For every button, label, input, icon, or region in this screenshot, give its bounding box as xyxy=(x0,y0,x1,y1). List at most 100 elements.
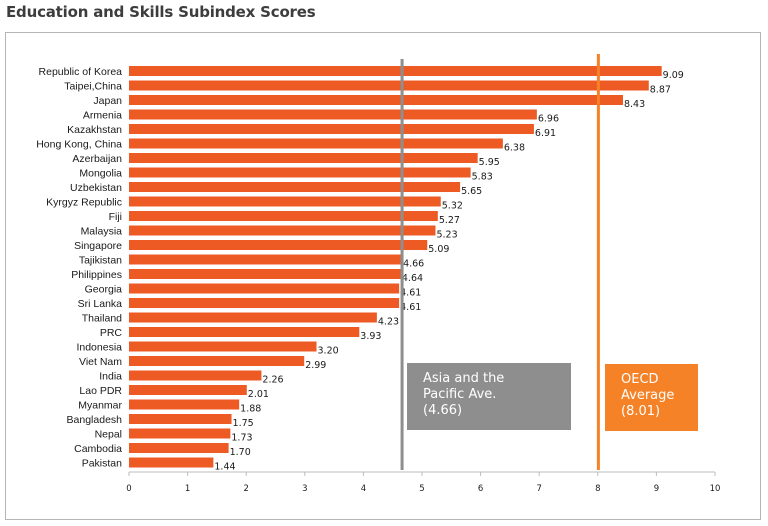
value-label: 2.01 xyxy=(248,389,269,400)
bar xyxy=(129,327,360,337)
bar xyxy=(129,428,231,439)
category-label: Uzbekistan xyxy=(70,182,122,194)
value-label: 4.61 xyxy=(400,302,421,313)
bar xyxy=(129,457,214,468)
bar xyxy=(129,443,229,453)
category-label: PRC xyxy=(100,327,123,339)
value-label: 6.91 xyxy=(535,128,556,139)
category-label: Singapore xyxy=(74,240,122,252)
value-label: 4.64 xyxy=(402,273,423,284)
x-tick-label: 9 xyxy=(654,484,659,494)
category-label: Hong Kong, China xyxy=(36,139,122,151)
value-label: 4.61 xyxy=(400,288,421,299)
oecd-average-label: OECD xyxy=(621,372,659,387)
value-label: 5.83 xyxy=(472,172,493,183)
value-label: 1.73 xyxy=(231,433,252,444)
value-label: 9.09 xyxy=(663,70,684,81)
category-label: Bangladesh xyxy=(67,414,123,426)
oecd-average-box xyxy=(605,364,698,431)
category-label: Indonesia xyxy=(76,342,122,354)
bar xyxy=(129,153,478,163)
value-label: 3.20 xyxy=(318,346,339,357)
asia-average-label: (4.66) xyxy=(423,403,462,418)
category-label: Thailand xyxy=(82,313,122,325)
chart-frame xyxy=(5,32,761,520)
bar xyxy=(129,124,534,134)
x-tick-label: 3 xyxy=(302,484,307,494)
value-label: 1.75 xyxy=(233,418,254,429)
bar xyxy=(129,399,240,410)
value-label: 1.44 xyxy=(214,462,235,473)
x-tick-label: 1 xyxy=(185,484,190,494)
bar xyxy=(129,196,441,207)
category-label: Tajikistan xyxy=(79,255,122,267)
bar xyxy=(129,341,317,352)
asia-average-box xyxy=(407,363,571,430)
page-title: Education and Skills Subindex Scores xyxy=(6,3,316,21)
value-label: 1.70 xyxy=(230,447,251,458)
category-label: Japan xyxy=(93,95,122,107)
bar xyxy=(129,167,471,178)
category-label: Kyrgyz Republic xyxy=(46,197,122,209)
value-label: 1.88 xyxy=(240,404,261,415)
value-label: 6.38 xyxy=(504,143,525,154)
x-tick-label: 0 xyxy=(126,484,131,494)
bar xyxy=(129,298,400,308)
asia-average-label: Pacific Ave. xyxy=(423,387,496,402)
category-label: Lao PDR xyxy=(79,385,122,397)
x-tick-label: 5 xyxy=(419,484,424,494)
bar xyxy=(129,182,461,192)
value-label: 2.99 xyxy=(305,360,326,371)
x-tick-label: 10 xyxy=(710,484,721,494)
bar xyxy=(129,225,436,236)
bar xyxy=(129,269,401,279)
category-label: Pakistan xyxy=(82,458,122,470)
value-label: 5.23 xyxy=(436,230,457,241)
bar xyxy=(129,138,503,149)
x-tick-label: 7 xyxy=(536,484,541,494)
value-label: 8.43 xyxy=(624,99,645,110)
bar xyxy=(129,240,428,250)
value-label: 8.87 xyxy=(650,85,671,96)
value-label: 4.66 xyxy=(403,259,424,270)
category-label: Myanmar xyxy=(78,400,122,412)
bar xyxy=(129,95,623,105)
value-label: 6.96 xyxy=(538,114,559,125)
value-label: 5.27 xyxy=(439,215,460,226)
bar xyxy=(129,356,305,366)
category-label: India xyxy=(99,371,122,383)
category-label: Nepal xyxy=(95,429,122,441)
value-label: 5.65 xyxy=(461,186,482,197)
value-label: 3.93 xyxy=(360,331,381,342)
bar xyxy=(129,385,247,395)
category-label: Philippines xyxy=(71,269,122,281)
category-label: Mongolia xyxy=(79,168,122,180)
bar xyxy=(129,312,377,323)
x-tick-label: 2 xyxy=(243,484,248,494)
value-label: 2.26 xyxy=(262,375,283,386)
bar xyxy=(129,370,262,381)
value-label: 5.09 xyxy=(428,244,449,255)
category-label: Cambodia xyxy=(74,443,122,455)
x-tick-label: 8 xyxy=(595,484,600,494)
category-label: Republic of Korea xyxy=(39,66,123,78)
category-label: Georgia xyxy=(85,284,123,296)
asia-average-label: Asia and the xyxy=(423,371,504,386)
category-label: Malaysia xyxy=(81,226,123,238)
category-label: Armenia xyxy=(83,110,122,122)
bar xyxy=(129,109,537,120)
bar xyxy=(129,66,662,76)
value-label: 5.95 xyxy=(479,157,500,168)
x-tick-label: 4 xyxy=(361,484,366,494)
value-label: 5.32 xyxy=(442,201,463,212)
category-label: Taipei,China xyxy=(64,81,122,93)
category-label: Kazakhstan xyxy=(67,124,122,136)
category-label: Azerbaijan xyxy=(72,153,122,165)
x-tick-label: 6 xyxy=(478,484,483,494)
category-label: Sri Lanka xyxy=(78,298,123,310)
bar xyxy=(129,80,649,91)
value-label: 4.23 xyxy=(378,317,399,328)
category-label: Fiji xyxy=(109,211,122,223)
bar xyxy=(129,283,400,294)
